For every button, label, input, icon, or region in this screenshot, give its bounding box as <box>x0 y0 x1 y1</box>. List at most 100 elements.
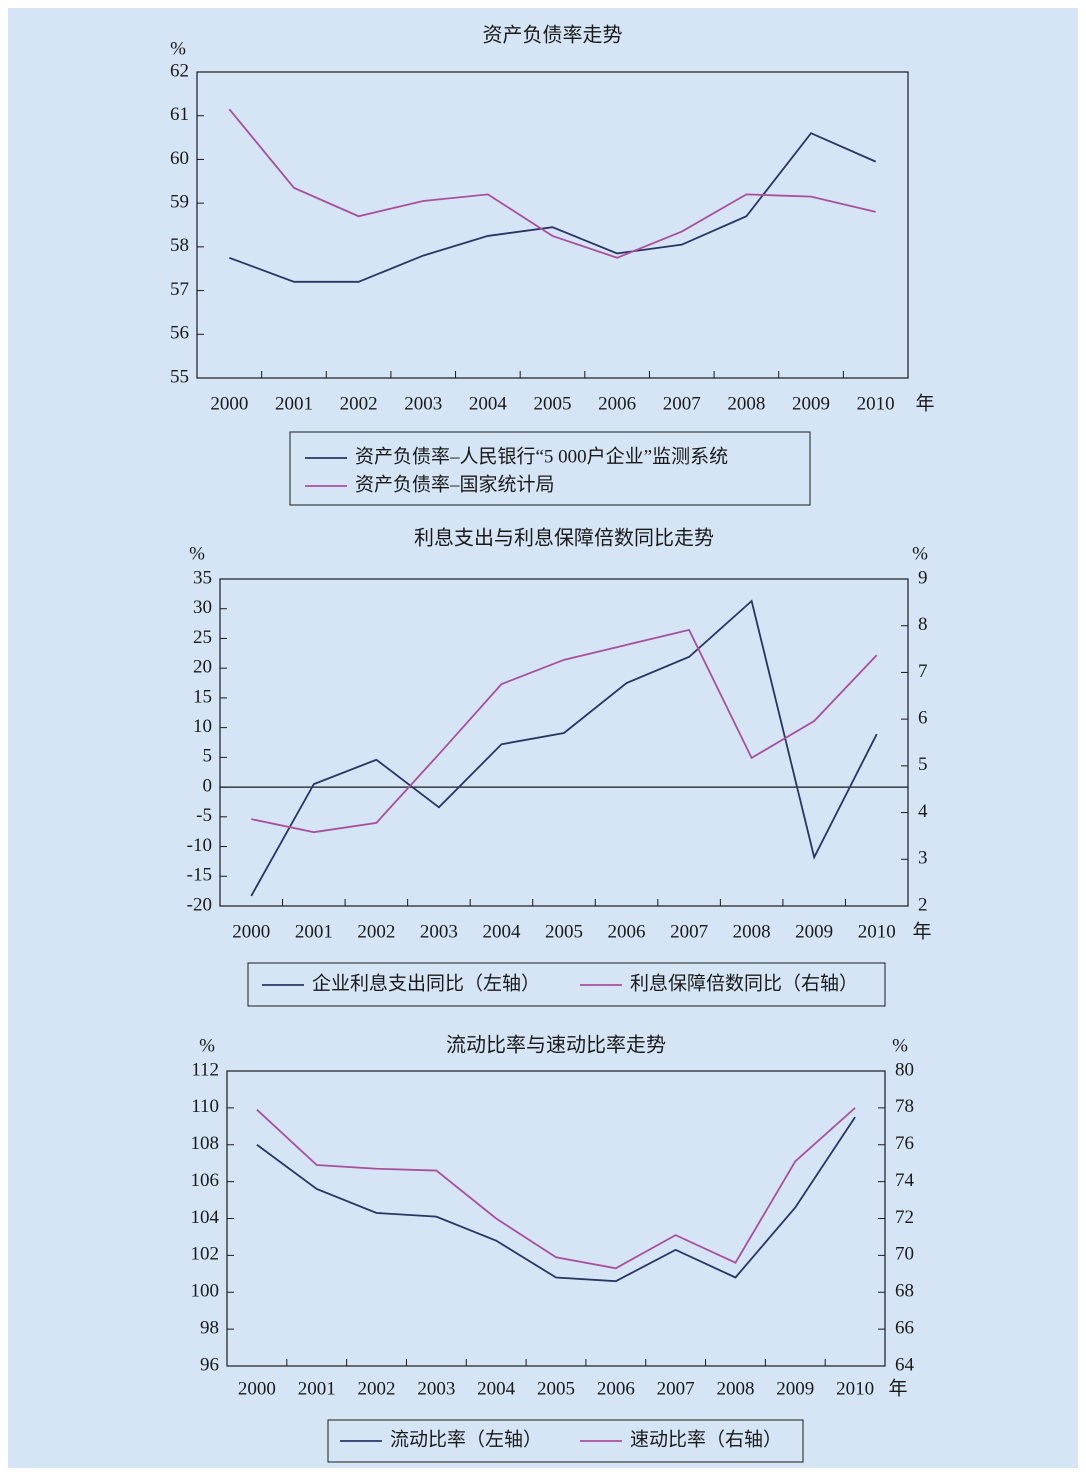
chart-title: 利息支出与利息保障倍数同比走势 <box>414 527 714 550</box>
x-tick-label: 2003 <box>420 921 458 942</box>
x-tick-label: 2001 <box>275 393 313 414</box>
y-tick-label: 108 <box>191 1133 220 1154</box>
y2-tick-label: 2 <box>918 894 928 915</box>
y-tick-label: 104 <box>191 1207 220 1228</box>
x-tick-label: 2004 <box>469 393 508 414</box>
x-tick-label: 2009 <box>776 1378 814 1399</box>
y-axis-label: % <box>199 1035 215 1056</box>
x-tick-label: 2004 <box>477 1378 516 1399</box>
y-tick-label: 96 <box>200 1354 219 1375</box>
series-line <box>256 1116 856 1283</box>
y-tick-label: 15 <box>193 686 212 707</box>
x-tick-label: 2002 <box>357 921 395 942</box>
x-tick-label: 2007 <box>663 393 701 414</box>
chart-title: 流动比率与速动比率走势 <box>446 1034 666 1057</box>
y2-tick-label: 80 <box>895 1059 914 1080</box>
y-tick-label: 59 <box>170 192 189 213</box>
x-tick-label: 2002 <box>340 393 378 414</box>
y-tick-label: 10 <box>193 716 212 737</box>
legend-label: 资产负债率–人民银行“5 000户企业”监测系统 <box>355 445 728 467</box>
y-tick-label: 25 <box>193 627 212 648</box>
y2-tick-label: 9 <box>918 567 928 588</box>
y-tick-label: 5 <box>203 746 213 767</box>
x-tick-label: 2006 <box>608 921 646 942</box>
legend-box <box>247 962 886 1007</box>
y2-tick-label: 64 <box>895 1354 915 1375</box>
y-tick-label: 98 <box>200 1317 219 1338</box>
y-tick-label: 30 <box>193 597 212 618</box>
y2-tick-label: 78 <box>895 1096 914 1117</box>
x-tick-label: 2006 <box>597 1378 635 1399</box>
legend-label: 利息保障倍数同比（右轴） <box>630 972 858 994</box>
y-axis-label: % <box>170 38 186 59</box>
x-tick-label: 2002 <box>358 1378 396 1399</box>
plot-frame <box>196 71 909 379</box>
y2-tick-label: 72 <box>895 1207 914 1228</box>
y2-tick-label: 5 <box>918 754 928 775</box>
x-tick-label: 2007 <box>670 921 708 942</box>
x-tick-label: 2005 <box>534 393 572 414</box>
x-tick-label: 2010 <box>857 393 895 414</box>
y-tick-label: 20 <box>193 657 212 678</box>
y-tick-label: -15 <box>187 865 212 886</box>
x-tick-label: 2003 <box>417 1378 455 1399</box>
y-tick-label: -10 <box>187 835 212 856</box>
y2-tick-label: 70 <box>895 1244 914 1265</box>
chart-title: 资产负债率走势 <box>483 24 623 47</box>
y-tick-label: 110 <box>191 1096 219 1117</box>
x-axis-label: 年 <box>912 920 931 942</box>
legend-box <box>327 1419 804 1463</box>
x-tick-label: 2003 <box>404 393 442 414</box>
x-tick-label: 2000 <box>210 393 248 414</box>
y2-tick-label: 7 <box>918 661 928 682</box>
x-tick-label: 2010 <box>858 921 896 942</box>
y2-tick-label: 68 <box>895 1281 914 1302</box>
series-line <box>250 599 878 897</box>
y-tick-label: -5 <box>196 805 212 826</box>
x-tick-label: 2009 <box>792 393 830 414</box>
x-tick-label: 2000 <box>232 921 270 942</box>
background <box>8 8 1078 1468</box>
y2-tick-label: 66 <box>895 1317 914 1338</box>
y-axis-label: % <box>189 543 205 564</box>
x-tick-label: 2009 <box>795 921 833 942</box>
x-tick-label: 2001 <box>298 1378 336 1399</box>
plot-frame <box>219 578 909 907</box>
y-tick-label: 56 <box>170 323 189 344</box>
x-tick-label: 2001 <box>295 921 333 942</box>
x-tick-label: 2010 <box>836 1378 874 1399</box>
y-tick-label: 0 <box>203 775 213 796</box>
y2-tick-label: 8 <box>918 614 928 635</box>
x-tick-label: 2005 <box>545 921 583 942</box>
y2-axis-label: % <box>892 1035 908 1056</box>
legend-label: 企业利息支出同比（左轴） <box>312 972 540 994</box>
y2-tick-label: 3 <box>918 848 928 869</box>
y2-tick-label: 6 <box>918 708 928 729</box>
series-line <box>228 108 876 259</box>
y-tick-label: 60 <box>170 148 189 169</box>
series-line <box>229 132 877 283</box>
series-line <box>256 1107 856 1270</box>
y2-axis-label: % <box>912 543 928 564</box>
y-tick-label: -20 <box>187 894 212 915</box>
x-tick-label: 2007 <box>657 1378 695 1399</box>
series-line <box>251 628 878 834</box>
y-tick-label: 62 <box>170 60 189 81</box>
y2-tick-label: 4 <box>918 801 928 822</box>
x-tick-label: 2006 <box>598 393 636 414</box>
y-tick-label: 112 <box>191 1059 219 1080</box>
x-tick-label: 2000 <box>238 1378 276 1399</box>
legend-label: 速动比率（右轴） <box>630 1428 782 1450</box>
y-tick-label: 35 <box>193 567 212 588</box>
y-tick-label: 61 <box>170 104 189 125</box>
legend-label: 资产负债率–国家统计局 <box>355 473 555 495</box>
x-axis-label: 年 <box>888 1377 907 1399</box>
x-tick-label: 2005 <box>537 1378 575 1399</box>
y-tick-label: 57 <box>170 279 189 300</box>
x-axis-label: 年 <box>915 392 934 414</box>
y-tick-label: 58 <box>170 235 189 256</box>
y-tick-label: 100 <box>191 1281 220 1302</box>
y2-tick-label: 76 <box>895 1133 914 1154</box>
y-tick-label: 55 <box>170 366 189 387</box>
